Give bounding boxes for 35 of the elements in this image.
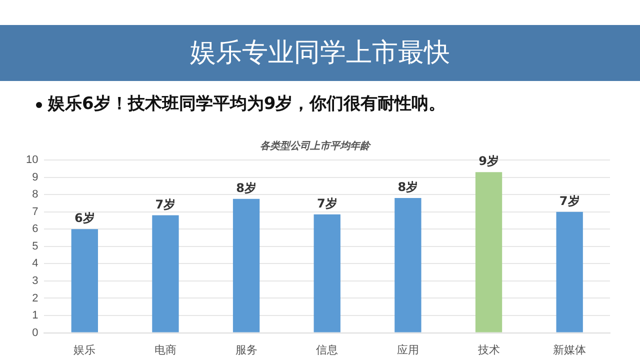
text: 各类型公司上市平均年龄 [260, 140, 372, 152]
y-tick-label: 10 [26, 154, 38, 166]
y-tick-label: 1 [32, 310, 38, 322]
chart-title: 娱乐专业同学上市最快 [0, 25, 640, 81]
data-label: 6岁 [74, 211, 95, 226]
x-tick-label: 娱乐 [74, 343, 96, 356]
data-label: 7岁 [559, 194, 580, 208]
bar [475, 172, 502, 332]
x-tick-label: 应用 [396, 343, 419, 356]
y-tick-label: 5 [32, 240, 38, 252]
bar [71, 229, 98, 332]
bar [314, 214, 340, 332]
data-label: 7岁 [155, 197, 176, 212]
y-tick-label: 9 [32, 171, 38, 184]
y-tick-label: 7 [32, 206, 38, 218]
y-tick-label: 8 [32, 188, 38, 201]
data-label: 8岁 [398, 180, 418, 194]
y-tick-label: 4 [32, 258, 38, 270]
y-tick-label: 0 [32, 326, 38, 339]
bar [152, 215, 179, 332]
bar [556, 212, 583, 332]
bar [394, 198, 422, 332]
data-label: 8岁 [236, 181, 256, 196]
data-label: 9岁 [478, 154, 499, 168]
y-tick-label: 2 [32, 292, 38, 304]
x-tick-label: 信息 [316, 343, 338, 356]
y-tick-label: 3 [32, 274, 38, 287]
bar [232, 198, 260, 332]
chart-subtitle: 娱乐6岁！技术班同学平均为9岁，你们很有耐性呐。 [48, 93, 446, 115]
x-tick-label: 服务 [235, 344, 258, 356]
x-tick-label: 电商 [154, 343, 176, 356]
y-tick-label: 6 [32, 223, 38, 236]
data-label: 7岁 [316, 196, 338, 211]
x-tick-label: 技术 [476, 343, 500, 356]
x-tick-label: 新媒体 [553, 343, 586, 356]
